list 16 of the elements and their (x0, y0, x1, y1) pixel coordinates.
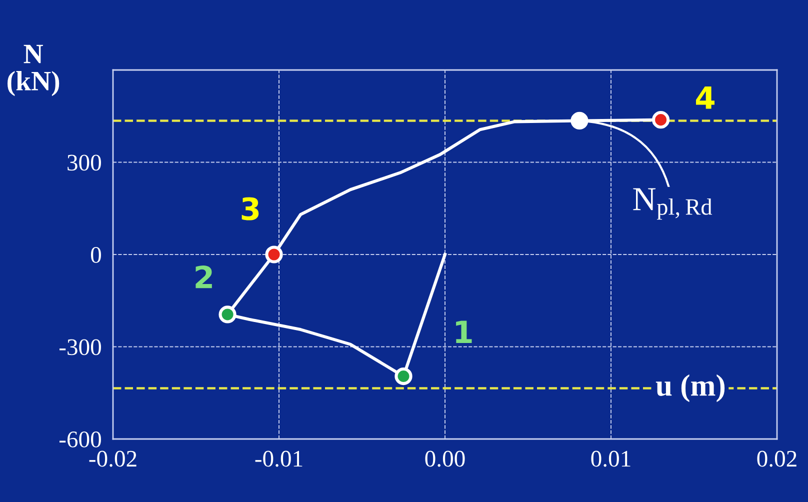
annotation: 2 (196, 265, 212, 288)
annotation: 1 (456, 320, 472, 344)
x-tick-label: -0.01 (255, 450, 302, 467)
x-tick-label: -0.02 (89, 450, 136, 467)
annotation: 3 (242, 197, 259, 220)
y-tick-label: -600 (59, 431, 101, 448)
annotation: N$_{pl,Rd}$ (633, 188, 712, 220)
x-tick-label: 0.01 (591, 450, 630, 467)
y-tick-label: -300 (59, 339, 101, 356)
x-axis-title: u (m) (656, 374, 725, 402)
annotation: 4 (696, 86, 714, 109)
y-axis-title: N (kN) (8, 44, 60, 96)
y-tick-label: 300 (68, 154, 101, 171)
y-tick-label: 0 (90, 246, 101, 263)
x-tick-label: 0.00 (425, 450, 465, 467)
x-tick-label: 0.02 (757, 450, 796, 467)
